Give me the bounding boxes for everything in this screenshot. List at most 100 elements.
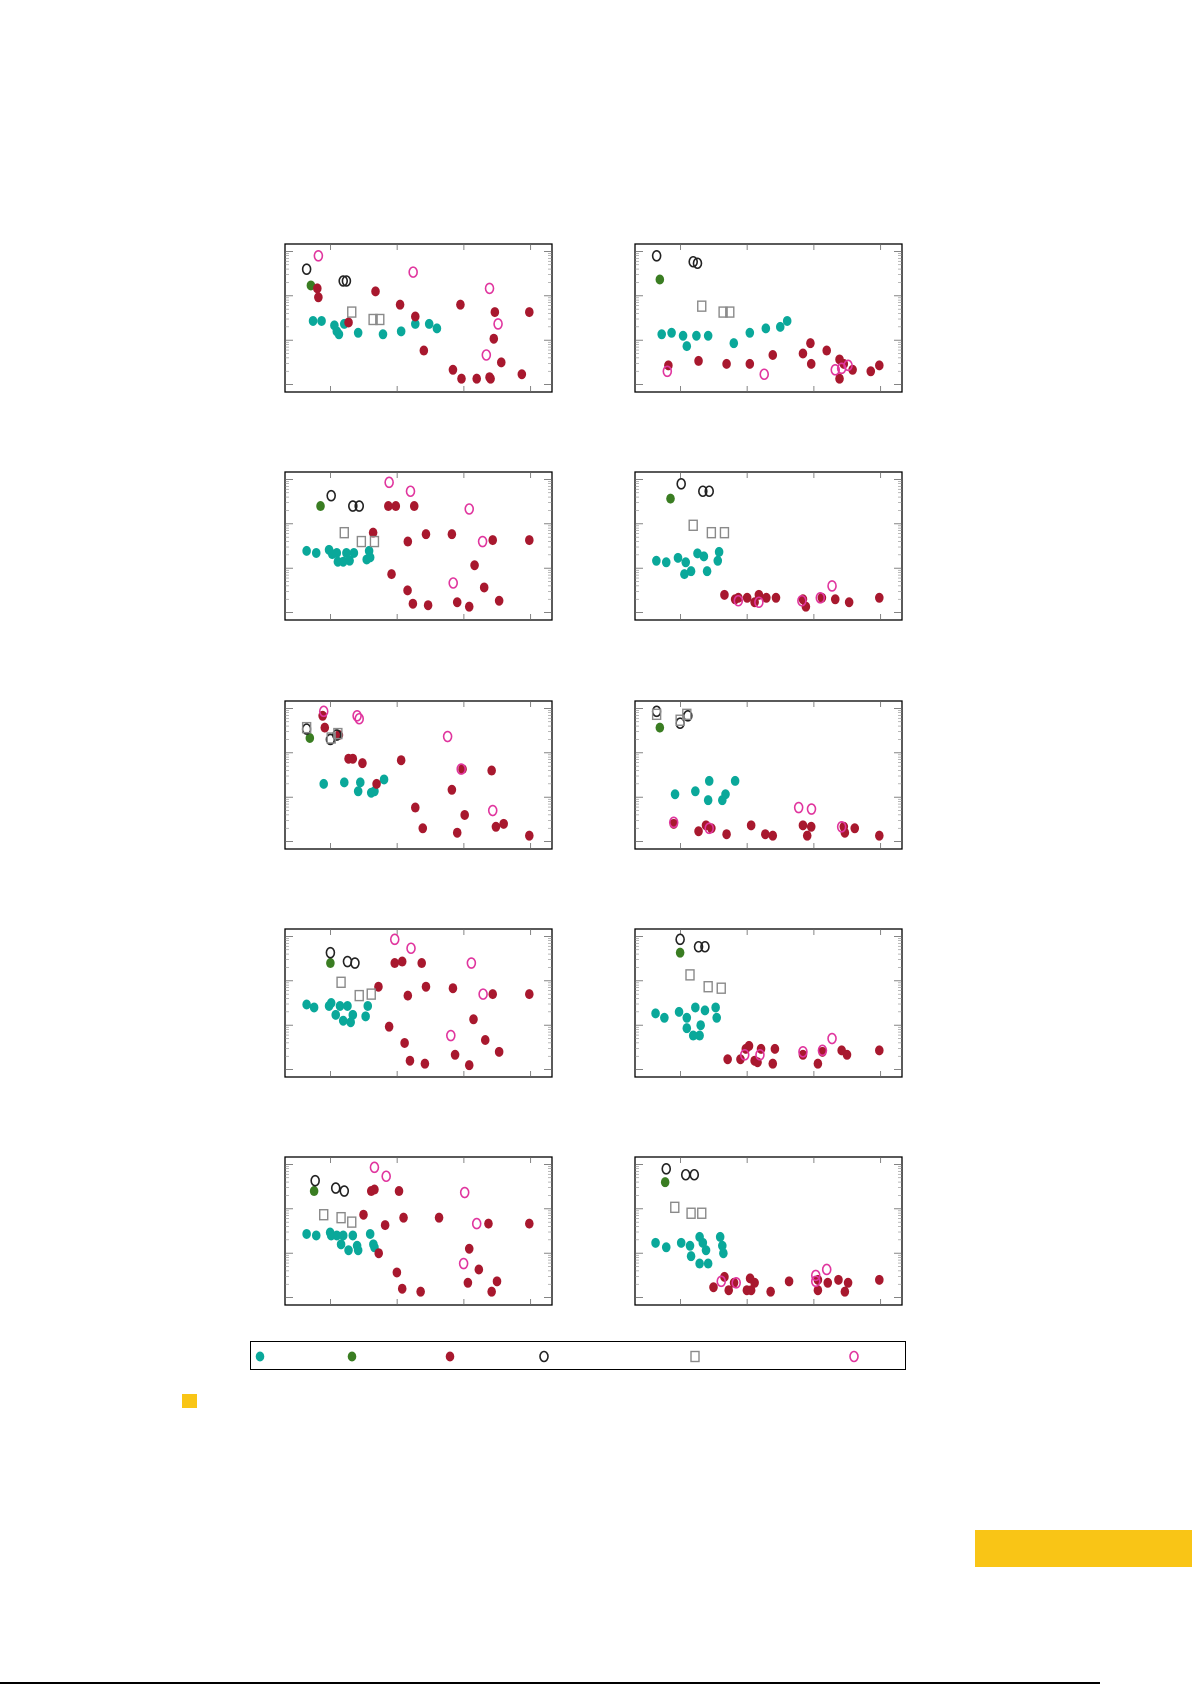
data-point-red bbox=[875, 360, 884, 371]
data-point-red bbox=[525, 535, 534, 546]
data-point-teal bbox=[782, 315, 792, 326]
data-point-red bbox=[806, 338, 815, 349]
data-point-teal bbox=[696, 1020, 705, 1031]
scatter-panel-7 bbox=[284, 928, 553, 1078]
data-point-pink bbox=[759, 368, 770, 381]
data-point-red bbox=[405, 1055, 415, 1066]
data-point-red bbox=[802, 830, 812, 841]
data-point-red bbox=[762, 592, 771, 603]
data-point-red bbox=[709, 1282, 718, 1293]
data-point-red bbox=[798, 1049, 808, 1060]
data-point-teal bbox=[348, 1230, 358, 1241]
data-point-teal bbox=[311, 547, 321, 558]
data-point-red bbox=[384, 1021, 394, 1032]
data-point-red bbox=[464, 1060, 474, 1071]
plot-frame bbox=[284, 1156, 553, 1306]
data-point-teal bbox=[331, 1009, 341, 1020]
scatter-panel-8 bbox=[634, 928, 903, 1078]
data-point-red bbox=[834, 1274, 843, 1285]
data-point-red bbox=[395, 299, 405, 310]
data-point-teal bbox=[353, 1245, 363, 1256]
data-point-red bbox=[843, 1277, 853, 1288]
data-point-red bbox=[374, 981, 383, 992]
data-point-red bbox=[694, 826, 703, 837]
data-point-red bbox=[434, 1212, 444, 1223]
data-point-red bbox=[450, 1049, 460, 1060]
data-point-teal bbox=[681, 557, 691, 568]
data-point-teal bbox=[730, 775, 740, 786]
data-point-teal bbox=[378, 329, 388, 340]
data-point-teal bbox=[686, 1251, 696, 1262]
data-point-pink bbox=[381, 1170, 391, 1183]
data-point-red bbox=[742, 592, 752, 603]
data-point-red bbox=[766, 1286, 775, 1297]
data-point-teal bbox=[661, 1242, 671, 1253]
data-point-teal bbox=[338, 1015, 348, 1026]
data-point-red bbox=[484, 1218, 493, 1229]
plot-frame bbox=[284, 471, 553, 621]
data-point-teal bbox=[678, 330, 688, 341]
data-point-red bbox=[417, 958, 427, 969]
data-point-red bbox=[410, 802, 420, 813]
data-point-pink bbox=[668, 816, 679, 829]
scatter-panel-10 bbox=[634, 1156, 903, 1306]
data-point-teal bbox=[336, 1239, 346, 1250]
legend-marker-gray bbox=[690, 1350, 700, 1363]
data-point-pink bbox=[384, 476, 394, 489]
data-point-teal bbox=[361, 1011, 370, 1022]
data-point-red bbox=[487, 1286, 496, 1297]
data-point-red bbox=[348, 753, 358, 764]
data-point-red bbox=[492, 1276, 502, 1287]
data-point-pink bbox=[731, 1277, 741, 1289]
data-point-teal bbox=[342, 547, 351, 558]
data-point-black bbox=[680, 1168, 691, 1181]
data-point-red bbox=[496, 357, 506, 368]
legend-marker-teal bbox=[255, 1351, 265, 1362]
plot-frame bbox=[634, 700, 903, 850]
data-point-teal bbox=[703, 1258, 713, 1269]
data-point-pink bbox=[369, 1161, 380, 1174]
data-point-black bbox=[348, 500, 358, 512]
data-point-pink bbox=[810, 1269, 821, 1282]
data-point-pink bbox=[798, 1046, 808, 1058]
data-point-red bbox=[875, 1045, 884, 1056]
data-point-pink bbox=[810, 1275, 821, 1288]
data-point-red bbox=[784, 1276, 794, 1287]
data-point-red bbox=[391, 501, 401, 512]
data-point-green bbox=[305, 733, 315, 743]
scatter-panel-1 bbox=[284, 243, 553, 393]
data-point-red bbox=[823, 1277, 833, 1288]
data-point-teal bbox=[365, 552, 375, 563]
data-point-teal bbox=[711, 1002, 720, 1013]
data-point-red bbox=[525, 989, 534, 1000]
data-point-pink bbox=[836, 362, 847, 375]
data-point-red bbox=[822, 345, 832, 356]
data-point-red bbox=[470, 560, 479, 571]
scatter-panel-2 bbox=[634, 243, 903, 393]
data-point-red bbox=[421, 529, 431, 540]
data-point-teal bbox=[657, 329, 666, 340]
data-point-red bbox=[370, 1184, 379, 1195]
data-point-red bbox=[494, 1046, 504, 1057]
data-point-teal bbox=[695, 1258, 704, 1269]
data-point-gray bbox=[356, 535, 367, 548]
data-point-red bbox=[525, 830, 534, 841]
data-point-pink bbox=[662, 365, 673, 378]
data-point-red bbox=[420, 1058, 430, 1069]
data-point-teal bbox=[682, 1023, 692, 1034]
data-point-red bbox=[798, 820, 808, 831]
data-point-pink bbox=[493, 318, 503, 330]
data-point-red bbox=[848, 364, 857, 375]
highlight-square bbox=[182, 1394, 197, 1408]
data-point-teal bbox=[688, 1030, 698, 1041]
data-point-black bbox=[651, 705, 662, 718]
data-point-teal bbox=[700, 1005, 710, 1016]
data-point-red bbox=[419, 345, 429, 356]
data-point-pink bbox=[318, 705, 329, 718]
data-point-teal bbox=[761, 323, 771, 334]
data-point-red bbox=[486, 373, 495, 384]
data-point-teal bbox=[701, 1245, 711, 1256]
data-point-gray bbox=[670, 1201, 680, 1214]
data-point-pink bbox=[484, 282, 495, 295]
data-point-pink bbox=[459, 1186, 470, 1199]
